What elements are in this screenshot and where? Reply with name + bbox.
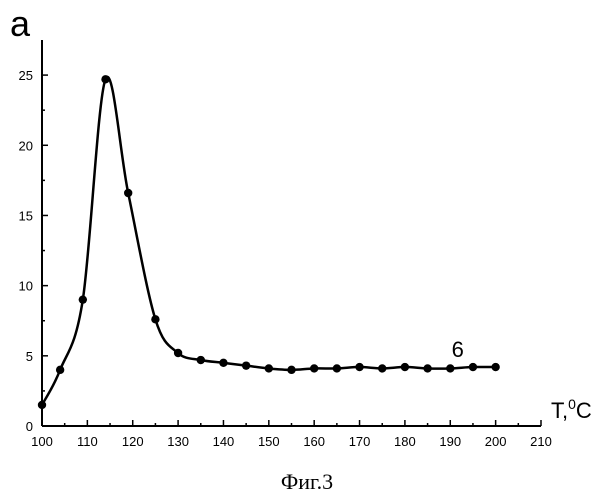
data-point <box>174 349 182 357</box>
data-point <box>423 364 431 372</box>
x-ticks: 100 110 120 130 140 150 160 170 180 190 200 210 <box>31 420 552 449</box>
x-tick-label: 130 <box>167 434 189 449</box>
y-tick-label: 5 <box>26 349 33 364</box>
data-point <box>197 356 205 364</box>
data-point <box>401 363 409 371</box>
data-point <box>79 295 87 303</box>
x-tick-label: 140 <box>213 434 235 449</box>
x-tick-label: 210 <box>530 434 552 449</box>
y-tick-label: 25 <box>19 68 33 83</box>
series-line <box>42 77 496 405</box>
data-point <box>124 189 132 197</box>
x-tick-label: 110 <box>77 434 98 449</box>
x-axis-label: T,0C <box>551 396 592 423</box>
data-point <box>287 366 295 374</box>
data-point <box>355 363 363 371</box>
data-point <box>446 364 454 372</box>
x-tick-label: 190 <box>439 434 461 449</box>
data-point <box>310 364 318 372</box>
data-point <box>38 401 46 409</box>
x-tick-label: 150 <box>258 434 280 449</box>
series-label: 6 <box>452 337 464 362</box>
x-tick-label: 200 <box>485 434 507 449</box>
x-tick-label: 180 <box>394 434 416 449</box>
x-tick-label: 160 <box>303 434 325 449</box>
data-point <box>333 364 341 372</box>
data-point <box>378 364 386 372</box>
data-point <box>219 359 227 367</box>
y-ticks: 0 5 10 15 20 25 <box>19 68 48 434</box>
x-tick-label: 170 <box>349 434 371 449</box>
y-tick-label: 20 <box>19 138 33 153</box>
panel-label: a <box>10 3 31 44</box>
y-tick-label: 10 <box>19 279 33 294</box>
x-tick-label: 100 <box>31 434 53 449</box>
data-point <box>101 75 109 83</box>
data-point <box>56 366 64 374</box>
y-tick-label: 0 <box>26 419 33 434</box>
data-point <box>265 364 273 372</box>
x-tick-label: 120 <box>122 434 144 449</box>
y-tick-label: 15 <box>19 208 33 223</box>
data-point <box>491 363 499 371</box>
series-markers <box>38 75 500 409</box>
data-point <box>242 361 250 369</box>
figure-caption: Фиг.3 <box>281 469 333 494</box>
data-point <box>469 363 477 371</box>
plot-area: 100 110 120 130 140 150 160 170 180 190 200 210 0 5 1… <box>19 40 592 449</box>
data-point <box>151 315 159 323</box>
